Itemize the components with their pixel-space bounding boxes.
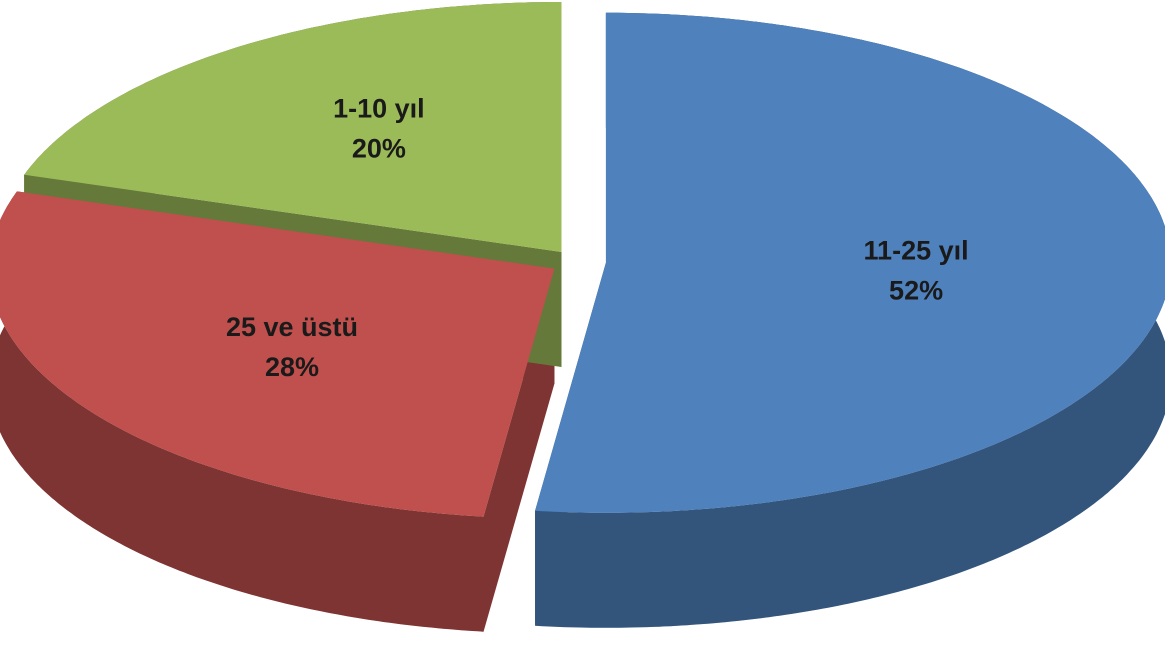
slice-label: 1-10 yıl: [333, 94, 425, 124]
slice: [24, 2, 562, 252]
slice-side-shade: [0, 191, 484, 632]
slice-side: [0, 191, 484, 632]
slice-value-label: 20%: [352, 134, 406, 164]
slice-value-label: 52%: [889, 275, 943, 305]
slice-value-label: 28%: [265, 352, 319, 382]
slice-label: 25 ve üstü: [226, 312, 358, 342]
slice-label: 11-25 yıl: [864, 235, 969, 265]
slice: [535, 12, 1165, 513]
slice: [0, 191, 555, 517]
